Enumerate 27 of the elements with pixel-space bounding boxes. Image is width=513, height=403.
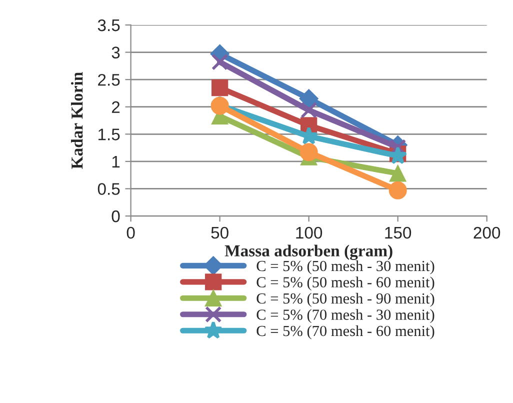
- x-tick-label: 200: [474, 226, 500, 239]
- legend-label: C = 5% (70 mesh - 30 menit): [256, 309, 434, 323]
- point: [388, 181, 407, 200]
- point: [299, 89, 318, 108]
- point: [390, 165, 406, 182]
- x-axis-title: Massa adsorben (gram): [224, 244, 392, 260]
- y-tick-label: 0: [112, 210, 120, 222]
- legend-label: C = 5% (70 mesh - 60 menit): [256, 325, 434, 340]
- y-tick-label: 2.5: [98, 74, 120, 86]
- point: [300, 143, 318, 162]
- point: [211, 79, 228, 96]
- y-tick-label: 3: [112, 46, 120, 58]
- legend-label: C = 5% (50 mesh - 60 menit): [256, 276, 434, 291]
- y-tick-label: 2: [112, 101, 120, 113]
- x-tick-label: 100: [296, 226, 322, 239]
- point: [211, 54, 228, 70]
- y-axis-title: Kadar Klorin: [71, 72, 83, 169]
- y-tick-label: 0.5: [98, 183, 120, 195]
- x-tick-label: 150: [385, 226, 412, 239]
- y-tick-label: 1: [112, 156, 120, 168]
- point: [300, 102, 318, 118]
- y-tick-label: 3.5: [98, 19, 120, 32]
- y-tick-label: 1.5: [98, 128, 120, 140]
- x-tick-label: 50: [211, 226, 228, 239]
- legend-label: C = 5% (50 mesh - 30 menit): [256, 260, 434, 274]
- legend-label: C = 5% (50 mesh - 90 menit): [256, 292, 434, 307]
- x-tick-label: 0: [126, 226, 135, 239]
